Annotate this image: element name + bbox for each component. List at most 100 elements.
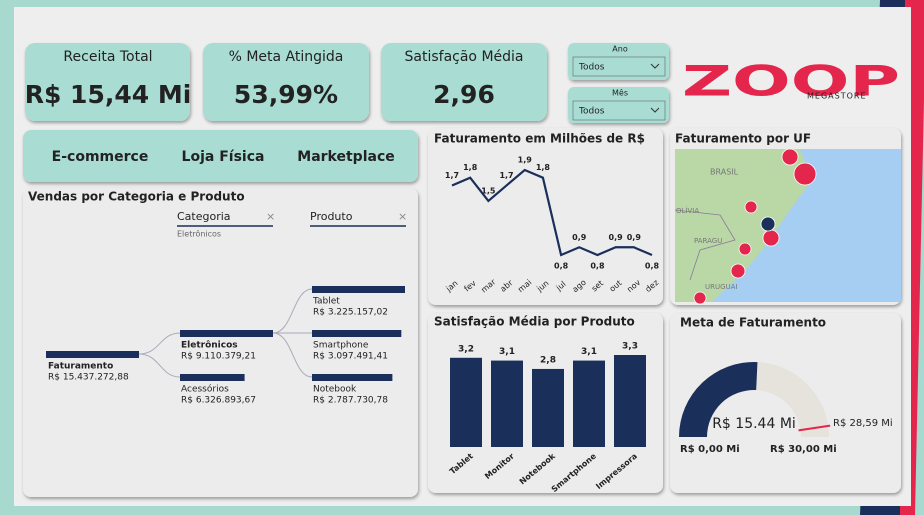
- node-name: Acessórios: [181, 384, 229, 395]
- map-label: OLÍVIA: [676, 206, 699, 215]
- node-name: Faturamento: [48, 362, 113, 372]
- connector: [138, 353, 181, 378]
- bubble: [793, 162, 817, 186]
- bar: [532, 368, 564, 447]
- line-series: [451, 168, 653, 257]
- panel-title: Satisfação Média por Produto: [434, 315, 635, 329]
- data-label: 3,2: [458, 344, 474, 354]
- dropdown-value: Todos: [578, 63, 605, 73]
- bubble: [744, 200, 758, 214]
- data-label: 0,8: [554, 262, 569, 271]
- chevron: [650, 107, 660, 113]
- data-label: 0,9: [572, 233, 587, 242]
- bubble: [781, 148, 799, 166]
- data-label: 1,8: [536, 163, 551, 172]
- map-border: [674, 209, 736, 281]
- dropdown[interactable]: [572, 100, 666, 121]
- data-label: 1,7: [499, 171, 513, 180]
- data-label: 1,7: [445, 171, 459, 180]
- node-value: R$ 3.225.157,02: [313, 308, 388, 318]
- node-value: R$ 15.437.272,88: [48, 373, 129, 383]
- kpi-value: 53,99%: [234, 80, 338, 109]
- chevron: [650, 63, 660, 69]
- kpi-value: R$ 15,44 Mi: [25, 80, 192, 109]
- gauge-target: [798, 424, 831, 432]
- channel-button[interactable]: Loja Física: [182, 149, 265, 165]
- kpi-label: % Meta Atingida: [229, 49, 344, 65]
- bar: [573, 360, 605, 447]
- connector: [272, 288, 313, 334]
- data-label: 1,5: [481, 186, 496, 195]
- map-label: URUGUAI: [705, 283, 738, 291]
- bar: [614, 355, 646, 447]
- connector: [272, 332, 313, 378]
- gauge-fill: [679, 361, 758, 437]
- filter-label: Mês: [612, 88, 628, 98]
- map-land: [675, 149, 812, 302]
- filter-label: Ano: [612, 45, 628, 54]
- channels-panel: [23, 130, 418, 182]
- node-value: R$ 6.326.893,67: [181, 396, 256, 406]
- kpi-card: [203, 43, 369, 121]
- data-label: 3,1: [499, 347, 515, 357]
- line-panel: [428, 128, 663, 305]
- column-filter: Eletrônicos: [177, 229, 221, 239]
- node-name: Smartphone: [313, 341, 369, 351]
- tree-bar: [180, 330, 273, 337]
- connector: [138, 332, 181, 355]
- tree-bar: [312, 374, 393, 381]
- column-header: Produto: [310, 210, 353, 223]
- bubble: [730, 263, 746, 279]
- tree-bar: [312, 330, 402, 337]
- map-bubbles: [693, 148, 817, 305]
- data-label: 2,8: [540, 355, 556, 365]
- data-label: 3,1: [581, 347, 597, 357]
- data-label: 3,3: [622, 342, 638, 352]
- gauge-max: R$ 30,00 Mi: [770, 444, 837, 455]
- map-label: BRASIL: [710, 168, 739, 177]
- bubble: [693, 291, 707, 305]
- kpi-value: 2,96: [433, 80, 495, 109]
- channel-button[interactable]: E-commerce: [52, 149, 149, 165]
- bar: [450, 357, 482, 447]
- gauge-panel: [670, 313, 901, 493]
- tree-panel: [23, 188, 418, 497]
- column-header: Categoria: [177, 210, 231, 223]
- panel-title: Faturamento em Milhões de R$: [434, 132, 645, 146]
- dropdown-value: Todos: [578, 107, 605, 117]
- tree-bar: [312, 286, 405, 293]
- data-label: 0,8: [590, 262, 605, 271]
- bubble: [762, 229, 780, 247]
- kpi-card: [25, 43, 190, 121]
- bubble: [738, 242, 752, 256]
- gauge-value: R$ 15.44 Mi: [712, 416, 796, 432]
- node-value: R$ 3.097.491,41: [313, 352, 388, 362]
- panel-title: Meta de Faturamento: [680, 316, 826, 330]
- node-value: R$ 9.110.379,21: [181, 352, 256, 362]
- node-name: Tablet: [312, 297, 340, 307]
- logo: ZOOP: [682, 57, 900, 106]
- data-label: 1,8: [463, 163, 478, 172]
- kpi-card: [381, 43, 547, 121]
- map-label: PARAGU: [694, 237, 722, 245]
- gauge-min: R$ 0,00 Mi: [680, 444, 740, 455]
- kpi-label: Receita Total: [63, 49, 152, 65]
- node-name: Eletrônicos: [181, 340, 238, 351]
- tree-bar: [180, 374, 245, 381]
- tree-bar: [46, 351, 139, 358]
- data-label: 0,8: [645, 262, 660, 271]
- panel-title: Faturamento por UF: [675, 132, 811, 146]
- panel-title: Vendas por Categoria e Produto: [28, 190, 245, 204]
- logo-sub: MEGASTORE: [807, 92, 867, 101]
- data-label: 1,9: [518, 156, 533, 165]
- close-icon[interactable]: ×: [398, 210, 407, 223]
- node-name: Notebook: [313, 385, 357, 395]
- data-label: 0,9: [609, 233, 624, 242]
- gauge-target-label: R$ 28,59 Mi: [833, 418, 893, 429]
- bar: [491, 360, 523, 447]
- dropdown[interactable]: [572, 56, 666, 77]
- close-icon[interactable]: ×: [266, 210, 275, 223]
- channel-button[interactable]: Marketplace: [297, 149, 394, 165]
- node-value: R$ 2.787.730,78: [313, 396, 388, 406]
